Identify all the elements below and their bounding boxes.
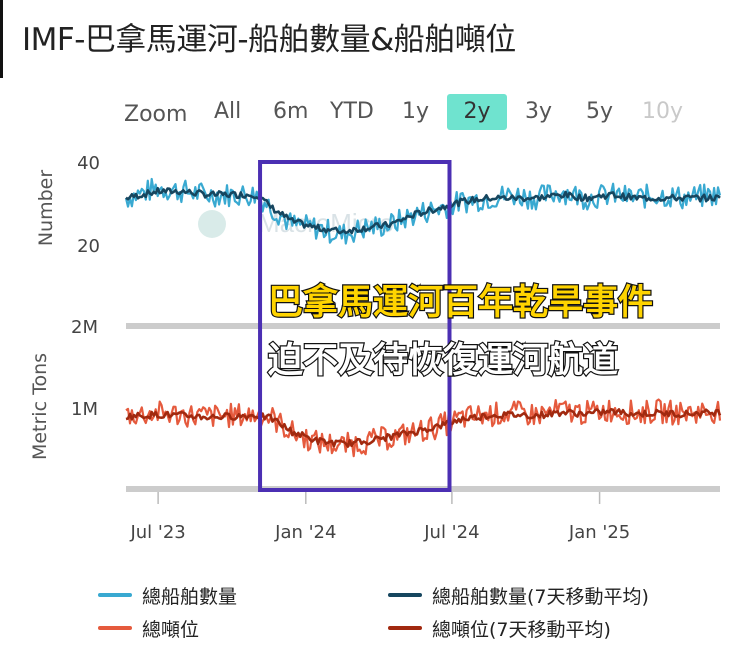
- chart-title: IMF-巴拿馬運河-船舶數量&船舶噸位: [22, 22, 516, 58]
- zoom-range-selector: Zoom All 6m YTD 1y 2y 3y 5y 10y: [0, 92, 740, 138]
- y-axis-label: Metric Tons: [29, 353, 51, 460]
- legend-swatch-vessels: [98, 593, 132, 597]
- x-tick-label: Jul '24: [423, 522, 479, 543]
- legend-label-tonnage-ma: 總噸位(7天移動平均): [432, 618, 611, 641]
- legend-item-tonnage-ma[interactable]: 總噸位(7天移動平均): [388, 613, 611, 643]
- series-line-vessels-ma: [125, 186, 721, 235]
- zoom-3y-button[interactable]: 3y: [525, 99, 553, 124]
- legend-item-vessels-ma[interactable]: 總船舶數量(7天移動平均): [388, 580, 649, 610]
- left-edge-bar: [0, 0, 3, 78]
- series-line-tonnage-ma: [125, 407, 722, 448]
- y-tick-label: 1M: [71, 399, 98, 420]
- legend-item-tonnage[interactable]: 總噸位: [98, 613, 199, 643]
- x-tick-label: Jul '23: [129, 522, 185, 543]
- legend-swatch-vessels-ma: [388, 593, 422, 597]
- zoom-5y-button[interactable]: 5y: [586, 99, 614, 124]
- zoom-2y-button[interactable]: 2y: [447, 94, 507, 130]
- panel-separator-line: [126, 323, 720, 329]
- zoom-1y-button[interactable]: 1y: [402, 99, 430, 124]
- y-tick-label: 2M: [71, 317, 98, 338]
- legend: 總船舶數量 總船舶數量(7天移動平均) 總噸位 總噸位(7天移動平均): [0, 578, 740, 648]
- legend-label-tonnage: 總噸位: [142, 618, 200, 641]
- zoom-10y-button: 10y: [642, 99, 684, 124]
- y-axis-label: Number: [35, 170, 57, 247]
- legend-swatch-tonnage: [98, 626, 132, 630]
- zoom-6m-button[interactable]: 6m: [273, 99, 309, 124]
- annotation-line-2: 迫不及待恢復運河航道: [268, 340, 618, 381]
- legend-swatch-tonnage-ma: [388, 626, 422, 630]
- legend-label-vessels-ma: 總船舶數量(7天移動平均): [432, 585, 649, 608]
- annotation-line-1: 巴拿馬運河百年乾旱事件: [268, 282, 653, 323]
- legend-item-vessels[interactable]: 總船舶數量: [98, 580, 237, 610]
- y-tick-label: 20: [77, 236, 100, 257]
- x-tick-label: Jan '24: [274, 522, 336, 543]
- zoom-label: Zoom: [124, 102, 188, 127]
- x-tick-label: Jan '25: [568, 522, 630, 543]
- zoom-ytd-button[interactable]: YTD: [330, 99, 374, 124]
- legend-label-vessels: 總船舶數量: [142, 585, 238, 608]
- series-line-tonnage: [125, 398, 722, 458]
- y-tick-label: 40: [77, 153, 100, 174]
- highlight-box: [258, 160, 452, 492]
- zoom-all-button[interactable]: All: [214, 99, 242, 124]
- watermark-logo-icon: [198, 210, 226, 238]
